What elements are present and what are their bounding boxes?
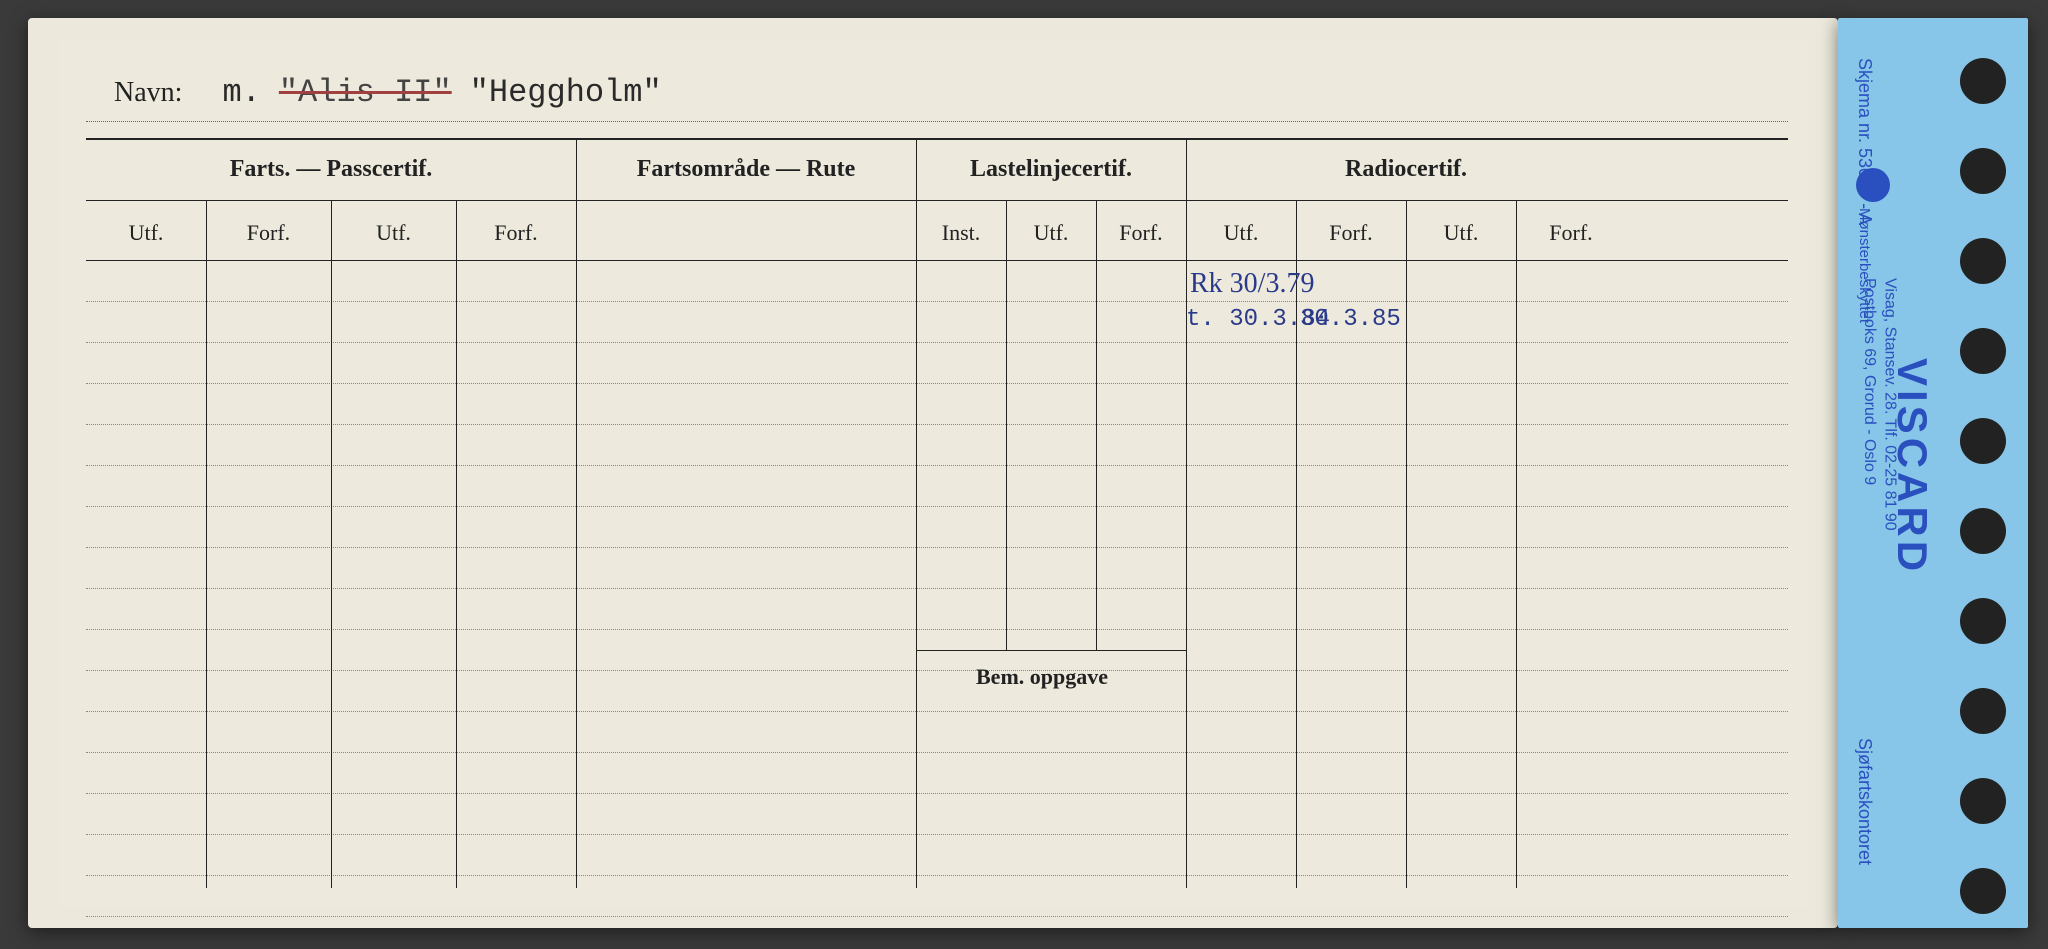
- dotted-row: [86, 383, 1788, 384]
- vline-short: [206, 200, 207, 888]
- col-utf-4: Utf.: [1186, 220, 1296, 246]
- dotted-row: [86, 916, 1788, 917]
- dotted-row: [86, 670, 1788, 671]
- dotted-row: [86, 465, 1788, 466]
- dotted-row: [86, 547, 1788, 548]
- dotted-row: [86, 711, 1788, 712]
- name-label: Navn:: [114, 77, 182, 109]
- dotted-rows: [86, 260, 1788, 888]
- bem-line-top: [916, 650, 1186, 651]
- vline: [1186, 138, 1187, 888]
- col-utf-1: Utf.: [86, 220, 206, 246]
- dotted-row: [86, 506, 1788, 507]
- vline-short: [1516, 200, 1517, 888]
- group-lastelinje: Lastelinjecertif.: [916, 156, 1186, 183]
- tab-addr2: Postboks 69, Grorud - Oslo 9: [1861, 278, 1878, 485]
- punch-hole-icon: [1960, 238, 2006, 284]
- group-farts-pass: Farts. — Passcertif.: [86, 156, 576, 183]
- dotted-row: [86, 301, 1788, 302]
- index-card: Navn: m. "Alis II" "Heggholm" Farts. — P…: [28, 18, 1838, 928]
- col-forf-1: Forf.: [206, 220, 331, 246]
- ledger-table: Farts. — Passcertif. Fartsområde — Rute …: [86, 138, 1788, 888]
- punch-hole-icon: [1960, 328, 2006, 374]
- vline: [916, 138, 917, 888]
- punch-hole-icon: [1960, 148, 2006, 194]
- vline-short: [1006, 200, 1007, 650]
- hline-mid: [86, 200, 1788, 201]
- punch-hole-icon: [1960, 688, 2006, 734]
- card-inner: Navn: m. "Alis II" "Heggholm" Farts. — P…: [58, 38, 1808, 908]
- dotted-row: [86, 424, 1788, 425]
- binder-tab: Skjema nr. 53007 - A Mønsterbeskyttet VI…: [1838, 18, 2028, 928]
- group-fartsomrade: Fartsområde — Rute: [576, 156, 916, 183]
- name-row: Navn: m. "Alis II" "Heggholm": [86, 74, 1788, 122]
- vline-short: [1406, 200, 1407, 888]
- group-radio: Radiocertif.: [1186, 156, 1626, 183]
- handwritten-line1: Rk 30/3.79: [1190, 268, 1314, 300]
- dotted-row: [86, 752, 1788, 753]
- name-value: m. "Alis II" "Heggholm": [222, 74, 661, 111]
- bem-label: Bem. oppgave: [976, 664, 1108, 690]
- punch-hole-icon: [1960, 868, 2006, 914]
- dotted-row: [86, 588, 1788, 589]
- col-forf-3: Forf.: [1096, 220, 1186, 246]
- punch-hole-icon: [1960, 778, 2006, 824]
- punch-hole-icon: [1960, 598, 2006, 644]
- col-forf-4: Forf.: [1296, 220, 1406, 246]
- tab-form-no: Skjema nr. 53007 - A: [1854, 58, 1875, 225]
- dotted-row: [86, 342, 1788, 343]
- tab-office: Sjøfartskontoret: [1854, 738, 1875, 865]
- handwritten-line2b: 30.3.85: [1300, 306, 1401, 333]
- name-struck: "Alis II": [279, 74, 452, 111]
- dotted-row: [86, 793, 1788, 794]
- col-utf-5: Utf.: [1406, 220, 1516, 246]
- vline-short: [1096, 200, 1097, 650]
- col-forf-5: Forf.: [1516, 220, 1626, 246]
- vline: [576, 138, 577, 888]
- name-current: "Heggholm": [470, 74, 662, 111]
- dotted-row: [86, 834, 1788, 835]
- vline-short: [456, 200, 457, 888]
- dotted-row: [86, 629, 1788, 630]
- col-utf-2: Utf.: [331, 220, 456, 246]
- col-forf-2: Forf.: [456, 220, 576, 246]
- col-inst: Inst.: [916, 220, 1006, 246]
- tab-addr1: Visag, Stansev. 28. Tlf. 02-25 81 90: [1882, 278, 1899, 531]
- punch-hole-icon: [1960, 58, 2006, 104]
- vline-short: [1296, 200, 1297, 888]
- hline-top: [86, 138, 1788, 140]
- col-utf-3: Utf.: [1006, 220, 1096, 246]
- dotted-row: [86, 875, 1788, 876]
- punch-hole-icon: [1960, 508, 2006, 554]
- punch-hole-icon: [1960, 418, 2006, 464]
- name-prefix: m.: [222, 74, 260, 111]
- vline-short: [331, 200, 332, 888]
- tab-address: Visag, Stansev. 28. Tlf. 02-25 81 90 Pos…: [1858, 278, 1900, 531]
